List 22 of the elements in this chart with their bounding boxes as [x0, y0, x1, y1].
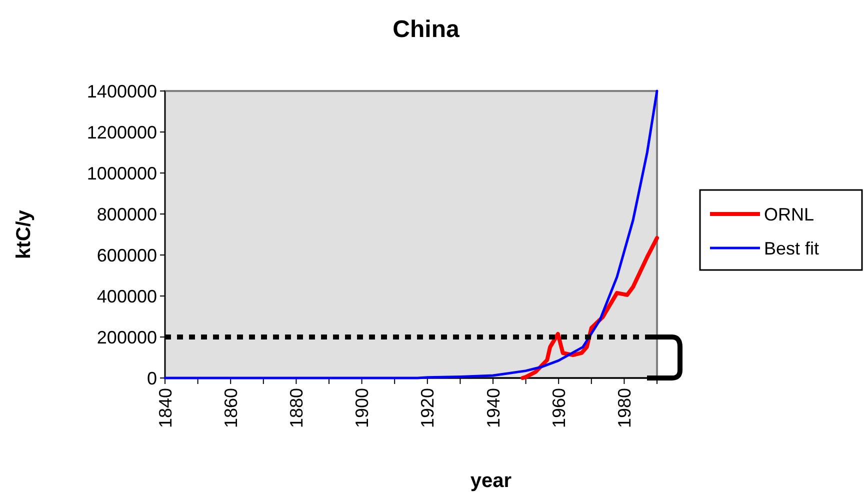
x-tick-label: 1860	[220, 388, 241, 428]
x-tick-label: 1900	[352, 388, 372, 428]
legend-label: ORNL	[764, 204, 814, 224]
chart-title: China	[392, 16, 460, 43]
legend-label: Best fit	[764, 238, 820, 258]
x-axis-title: year	[470, 470, 512, 492]
x-tick-label: 1940	[483, 388, 504, 428]
y-tick-label: 800000	[96, 204, 157, 224]
x-tick-label: 1920	[418, 388, 438, 428]
y-tick-label: 1000000	[86, 163, 157, 184]
y-tick-label: 1400000	[86, 81, 157, 102]
x-tick-label: 1880	[286, 388, 306, 428]
y-tick-label: 200000	[96, 327, 157, 348]
x-tick-label: 1840	[155, 388, 176, 428]
x-tick-label: 1980	[614, 388, 634, 428]
y-tick-label: 400000	[96, 286, 157, 306]
line-series	[520, 236, 659, 380]
y-tick-label: 1200000	[86, 122, 157, 142]
y-tick-label: 0	[146, 368, 157, 388]
x-tick-label: 1960	[548, 388, 569, 428]
y-axis-title: ktC/y	[13, 209, 35, 259]
y-tick-label: 600000	[96, 245, 157, 266]
